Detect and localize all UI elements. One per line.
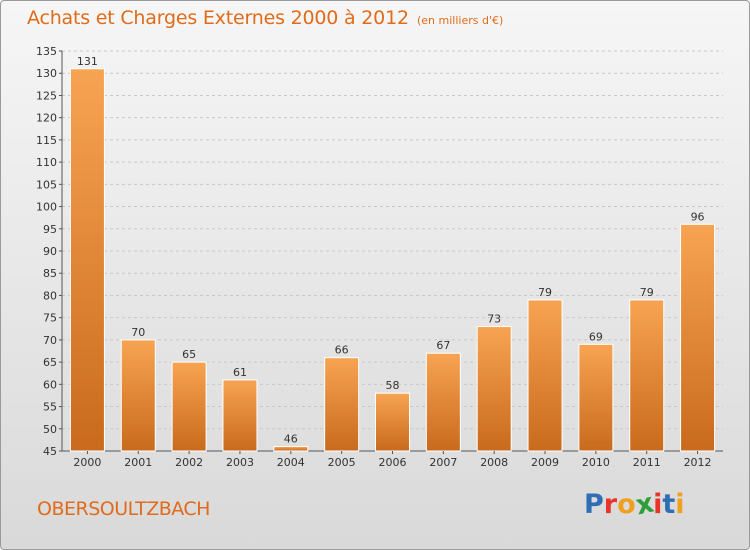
bar-2009 <box>527 299 563 452</box>
x-tick-label: 2009 <box>531 456 559 469</box>
chart-unit: (en milliers d'€) <box>417 14 504 27</box>
y-tick-label: 130 <box>36 67 57 80</box>
x-tick-label: 2002 <box>175 456 203 469</box>
bar-2002 <box>171 361 207 452</box>
logo-letter: r <box>603 489 618 520</box>
y-tick-label: 70 <box>43 334 57 347</box>
bar-2004 <box>273 446 309 452</box>
x-tick-label: 2000 <box>73 456 101 469</box>
y-tick-label: 125 <box>36 89 57 102</box>
logo-letter: o <box>617 489 636 520</box>
x-tick-label: 2004 <box>277 456 305 469</box>
data-label-2009: 79 <box>538 286 552 299</box>
logo-letter: P <box>584 489 604 520</box>
x-tick-label: 2010 <box>582 456 610 469</box>
x-tick-label: 2001 <box>124 456 152 469</box>
bars <box>69 68 716 452</box>
y-tick-label: 55 <box>43 401 57 414</box>
proxiti-logo: Proxiti <box>584 488 685 522</box>
x-tick-label: 2007 <box>429 456 457 469</box>
data-label-2012: 96 <box>691 210 705 223</box>
grid-lines <box>62 50 723 430</box>
x-tick-label: 2005 <box>328 456 356 469</box>
data-label-2005: 66 <box>335 344 349 357</box>
x-tick-label: 2011 <box>633 456 661 469</box>
logo-letter: i <box>675 489 685 520</box>
logo-letter: t <box>662 489 676 520</box>
data-label-2000: 131 <box>77 55 98 68</box>
bar-2001 <box>120 339 156 452</box>
bar-2003 <box>222 379 258 452</box>
bar-2006 <box>375 392 410 452</box>
y-tick-label: 120 <box>36 112 57 125</box>
y-tick-labels: 45 50 55 60 65 70 75 80 85 90 95 100 105 110 115 120 125… <box>36 45 62 458</box>
data-label-2011: 79 <box>640 286 654 299</box>
data-label-2007: 67 <box>436 339 450 352</box>
y-tick-label: 45 <box>43 445 57 458</box>
bar-2012 <box>680 223 716 452</box>
town-name: OBERSOULTZBACH <box>37 498 210 520</box>
data-label-2003: 61 <box>233 366 247 379</box>
data-label-2008: 73 <box>487 313 501 326</box>
data-label-2006: 58 <box>386 379 400 392</box>
data-label-2010: 69 <box>589 330 603 343</box>
bar-2005 <box>324 357 360 452</box>
data-label-2002: 65 <box>182 348 196 361</box>
x-tick-label: 2003 <box>226 456 254 469</box>
y-tick-label: 60 <box>43 378 57 391</box>
bar-2000 <box>69 68 105 452</box>
data-label-2004: 46 <box>284 433 298 446</box>
bar-2010 <box>578 343 614 452</box>
y-tick-label: 105 <box>36 178 57 191</box>
bar-2007 <box>425 352 461 452</box>
y-tick-label: 110 <box>36 156 57 169</box>
x-tick-label: 2006 <box>379 456 407 469</box>
data-labels: 131 70 65 61 46 66 58 67 73 79 69 79 96 <box>77 55 705 446</box>
data-label-2001: 70 <box>131 326 145 339</box>
y-tick-label: 95 <box>43 223 57 236</box>
y-tick-label: 75 <box>43 312 57 325</box>
y-tick-label: 115 <box>36 134 57 147</box>
y-tick-label: 85 <box>43 267 57 280</box>
x-tick-labels: 2000 2001 2002 2003 2004 2005 2006 2007 2008 2009… <box>73 451 712 469</box>
logo-letter: i <box>653 489 663 520</box>
x-tick-label: 2012 <box>684 456 712 469</box>
y-tick-label: 65 <box>43 356 57 369</box>
y-tick-label: 100 <box>36 201 57 214</box>
bar-2011 <box>629 299 665 452</box>
y-tick-label: 80 <box>43 289 57 302</box>
y-tick-label: 90 <box>43 245 57 258</box>
x-tick-label: 2008 <box>480 456 508 469</box>
chart-title: Achats et Charges Externes 2000 à 2012 <box>27 7 409 29</box>
y-tick-label: 50 <box>43 423 57 436</box>
y-tick-label: 135 <box>36 45 57 58</box>
bar-2008 <box>476 326 512 452</box>
